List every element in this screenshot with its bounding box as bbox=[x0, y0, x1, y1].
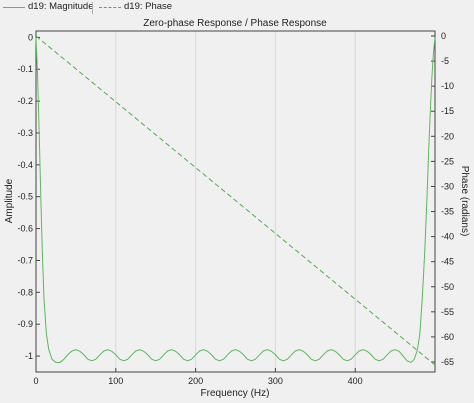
y-tick-label-8: -0.8 bbox=[17, 287, 33, 297]
y2-tick-label-0: 0 bbox=[441, 31, 446, 41]
x-tick-label-4: 400 bbox=[348, 376, 363, 386]
legend: d19: Magnitude d19: Phase bbox=[0, 0, 474, 16]
y-tick-label-4: -0.4 bbox=[17, 160, 33, 170]
y2-tick-label-2: -10 bbox=[441, 81, 454, 91]
phase-legend-swatch bbox=[99, 7, 121, 8]
magnitude-legend-swatch bbox=[3, 7, 25, 8]
y-tick-label-7: -0.7 bbox=[17, 255, 33, 265]
magnitude-series-line bbox=[35, 37, 436, 364]
y-tick-label-5: -0.5 bbox=[17, 192, 33, 202]
x-tick-label-1: 100 bbox=[108, 376, 123, 386]
chart-title: Zero-phase Response / Phase Response bbox=[143, 18, 327, 29]
y-tick-label-0: 0 bbox=[28, 32, 33, 42]
y-tick-label-6: -0.6 bbox=[17, 224, 33, 234]
x-tick-label-0: 0 bbox=[33, 376, 38, 386]
y-tick-label-9: -0.9 bbox=[17, 319, 33, 329]
plot-area bbox=[35, 30, 436, 373]
y2-tick-label-3: -15 bbox=[441, 106, 454, 116]
y-tick-label-2: -0.2 bbox=[17, 96, 33, 106]
y2-tick-label-13: -65 bbox=[441, 357, 454, 367]
y-axis: 0 -0.1 -0.2 -0.3 -0.4 -0.5 -0.6 -0.7 -0.8 -0.9 -1 bbox=[17, 32, 40, 361]
y-tick-label-10: -1 bbox=[25, 351, 33, 361]
y2-tick-label-12: -60 bbox=[441, 332, 454, 342]
x-axis-label: Frequency (Hz) bbox=[201, 388, 270, 399]
y2-tick-label-8: -40 bbox=[441, 232, 454, 242]
y2-tick-label-7: -35 bbox=[441, 207, 454, 217]
y2-tick-label-9: -45 bbox=[441, 257, 454, 267]
y-tick-label-3: -0.3 bbox=[17, 128, 33, 138]
y-axis-label: Amplitude bbox=[4, 178, 15, 223]
x-axis: 0 100 200 300 400 bbox=[33, 368, 363, 386]
y2-tick-label-11: -55 bbox=[441, 307, 454, 317]
magnitude-legend-label: d19: Magnitude bbox=[28, 1, 94, 12]
y2-tick-label-10: -50 bbox=[441, 282, 454, 292]
y-tick-label-1: -0.1 bbox=[17, 64, 33, 74]
series-group bbox=[35, 35, 436, 366]
x-tick-label-2: 200 bbox=[188, 376, 203, 386]
y2-axis: 0 -5 -10 -15 -20 -25 -30 -35 -40 -45 -50 -55 -60 -65 bbox=[431, 31, 454, 367]
y2-tick-label-6: -30 bbox=[441, 181, 454, 191]
y2-tick-label-1: -5 bbox=[441, 56, 449, 66]
legend-separator bbox=[92, 2, 93, 14]
phase-legend-label: d19: Phase bbox=[124, 1, 173, 12]
y2-tick-label-5: -25 bbox=[441, 156, 454, 166]
y2-tick-label-4: -20 bbox=[441, 131, 454, 141]
x-tick-label-3: 300 bbox=[268, 376, 283, 386]
phase-series-line bbox=[35, 35, 436, 366]
grid bbox=[115, 31, 356, 372]
y2-axis-label: Phase (radians) bbox=[459, 166, 470, 237]
